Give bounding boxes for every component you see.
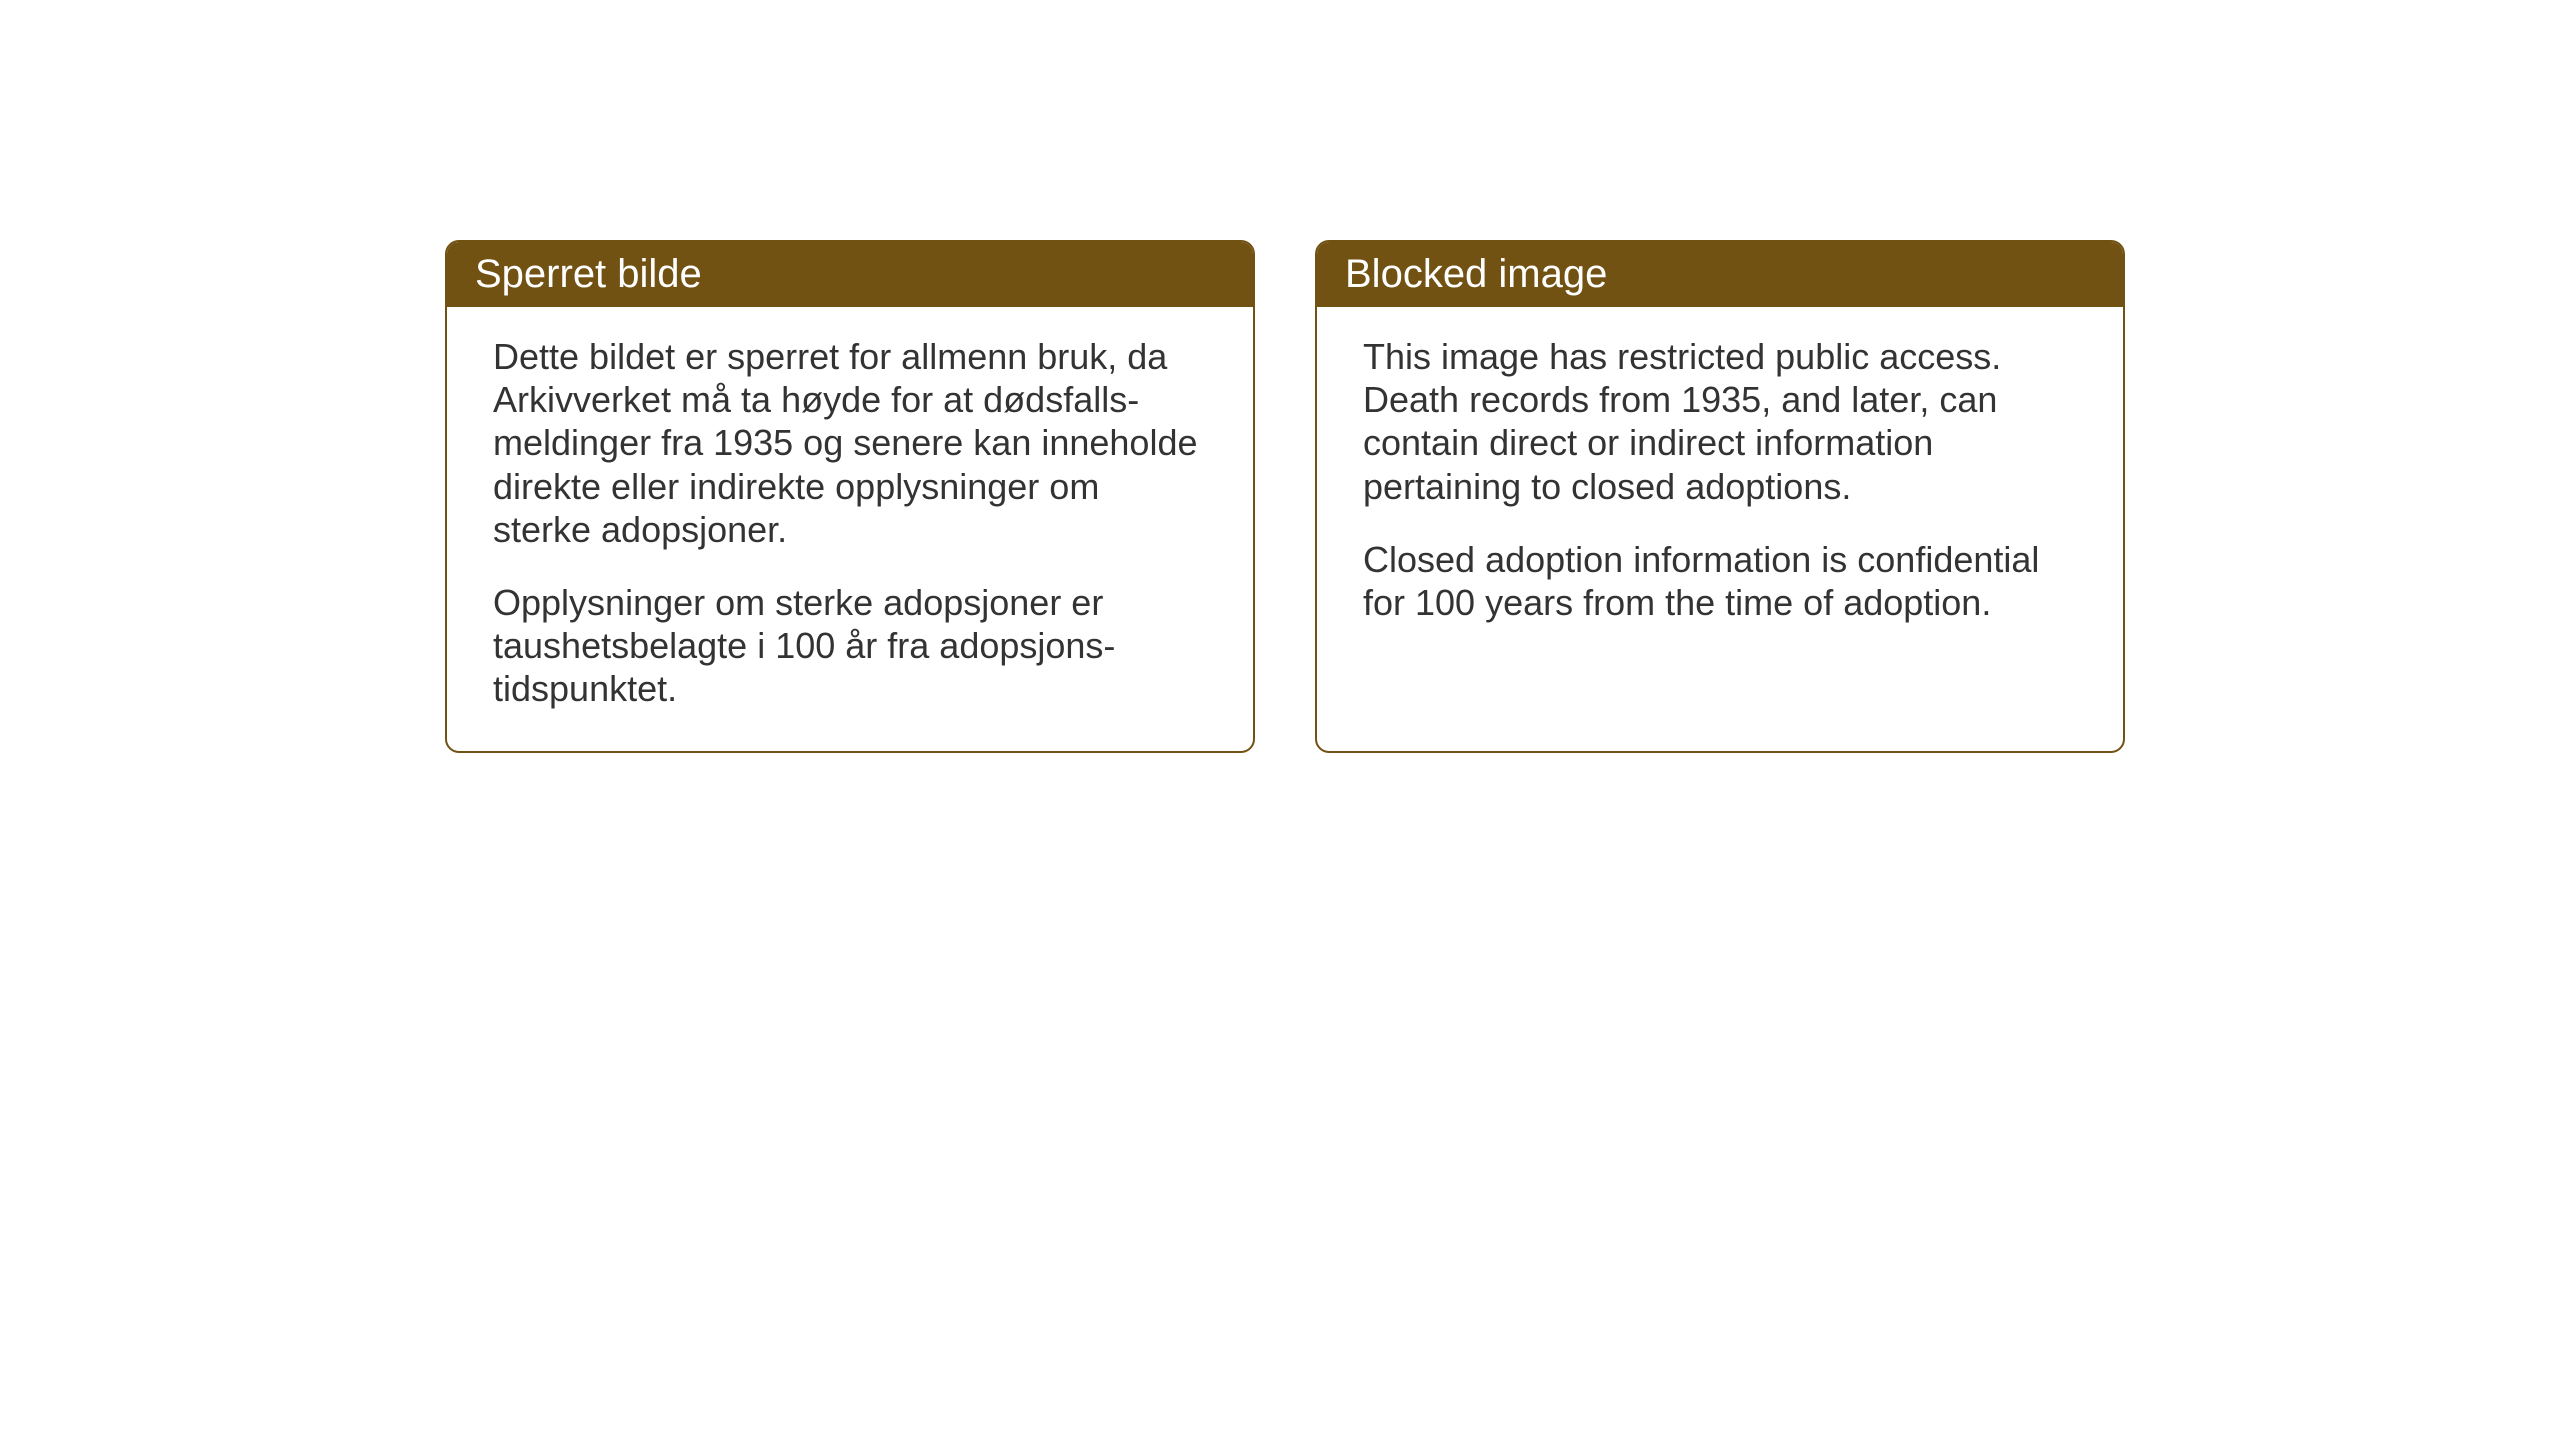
- card-title-english: Blocked image: [1345, 252, 1607, 296]
- card-header-english: Blocked image: [1317, 242, 2123, 307]
- card-header-norwegian: Sperret bilde: [447, 242, 1253, 307]
- card-body-norwegian: Dette bildet er sperret for allmenn bruk…: [447, 307, 1253, 751]
- notice-card-english: Blocked image This image has restricted …: [1315, 240, 2125, 753]
- card-paragraph-1-english: This image has restricted public access.…: [1363, 335, 2077, 508]
- card-title-norwegian: Sperret bilde: [475, 252, 702, 296]
- card-paragraph-2-english: Closed adoption information is confident…: [1363, 538, 2077, 624]
- card-paragraph-1-norwegian: Dette bildet er sperret for allmenn bruk…: [493, 335, 1207, 551]
- card-paragraph-2-norwegian: Opplysninger om sterke adopsjoner er tau…: [493, 581, 1207, 711]
- notice-card-norwegian: Sperret bilde Dette bildet er sperret fo…: [445, 240, 1255, 753]
- notice-cards-container: Sperret bilde Dette bildet er sperret fo…: [445, 240, 2125, 753]
- card-body-english: This image has restricted public access.…: [1317, 307, 2123, 751]
